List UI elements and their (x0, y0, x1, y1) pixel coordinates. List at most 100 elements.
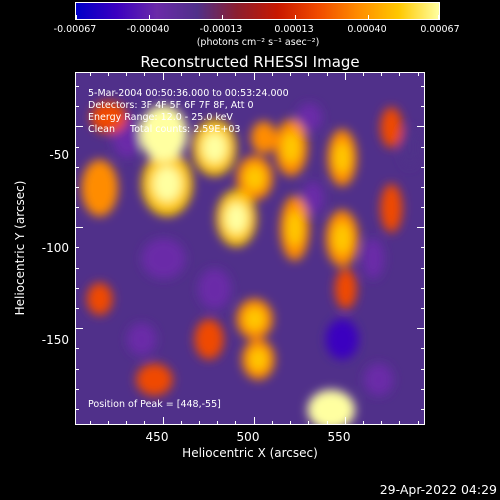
colorbar-tick (438, 15, 439, 19)
x-tick-top (107, 72, 109, 76)
x-tick-top (144, 72, 146, 76)
emission-core (202, 132, 227, 164)
colorbar-labels: -0.00067 -0.00040 -0.00013 0.00013 0.000… (54, 0, 460, 40)
y-tick-right (421, 308, 425, 309)
y-tick (75, 86, 79, 88)
xtick-label-550: 550 (327, 430, 351, 444)
negative-region (198, 268, 231, 310)
colorbar-label-2: -0.00040 (126, 24, 170, 35)
x-tick-top (271, 72, 273, 76)
xtick-label-500: 500 (236, 430, 260, 444)
ytick-label-minus100: -100 (41, 241, 69, 255)
x-tick-top (253, 72, 255, 80)
emission-core (249, 348, 268, 371)
y-tick (75, 368, 79, 370)
emission-source (81, 159, 118, 217)
colorbar-tick (368, 15, 369, 19)
detectors-label: Detectors: 3F 4F 5F 6F 7F 8F, Att 0 (88, 100, 254, 111)
x-tick-top (417, 72, 419, 76)
emission-source (136, 363, 173, 396)
x-tick-top (399, 72, 401, 76)
negative-region (400, 127, 419, 168)
y-tick-right (417, 227, 425, 229)
x-tick-top (126, 72, 128, 76)
y-tick (75, 388, 79, 390)
x-tick-top (217, 72, 219, 76)
y-tick (75, 287, 79, 289)
y-tick (75, 166, 79, 168)
x-tick (180, 421, 182, 425)
y-tick-right (417, 328, 425, 330)
x-tick-top (198, 72, 200, 76)
colorbar-label-5: 0.00040 (347, 24, 387, 35)
heatmap-plot: 5-Mar-2004 00:50:36.000 to 00:53:24.000 … (75, 72, 425, 425)
x-tick (235, 421, 237, 425)
generation-timestamp: 29-Apr-2022 04:29 (379, 482, 497, 497)
energy-range-label: Energy Range: 12.0 - 25.0 keV (88, 112, 233, 123)
colorbar-tick (295, 15, 296, 19)
emission-source (194, 319, 224, 360)
emission-source (380, 183, 403, 233)
x-tick (253, 417, 255, 425)
y-tick-right (421, 166, 425, 168)
x-tick (363, 421, 365, 425)
heatmap-blobs (81, 101, 419, 424)
x-tick-top (290, 72, 292, 76)
x-tick (162, 417, 164, 425)
emission-core (282, 132, 301, 164)
clean-counts-label: Clean Total counts: 2.59E+03 (88, 124, 241, 135)
negative-region (302, 181, 324, 215)
y-tick-right (421, 267, 425, 269)
y-tick-right (421, 287, 425, 289)
colorbar-label-1: -0.00067 (53, 24, 97, 35)
negative-region (362, 238, 385, 279)
x-tick-top (344, 72, 346, 80)
colorbar-label-3: -0.00013 (199, 24, 243, 35)
emission-core (244, 307, 265, 331)
colorbar-label-6: 0.00067 (420, 24, 460, 35)
emission-core (225, 202, 248, 234)
y-tick-right (421, 368, 425, 370)
x-tick (344, 417, 346, 425)
negative-region (364, 363, 394, 396)
plot-title: Reconstructed RHESSI Image (140, 53, 360, 71)
x-tick (107, 421, 109, 425)
emission-core (153, 166, 182, 202)
emission-core (318, 398, 345, 421)
y-axis-label: Heliocentric Y (arcsec) (13, 180, 27, 316)
x-tick (144, 421, 146, 425)
y-tick (75, 348, 79, 350)
emission-core (333, 222, 352, 254)
x-tick (89, 421, 91, 425)
colorbar-label-4: 0.00013 (274, 24, 314, 35)
heatmap-canvas (76, 73, 424, 424)
y-tick-right (421, 207, 425, 209)
colorbar-units: (photons cm⁻² s⁻¹ asec⁻²) (196, 37, 320, 48)
emission-core (334, 142, 351, 174)
negative-region (127, 323, 157, 356)
y-tick (75, 146, 79, 148)
y-tick-right (421, 146, 425, 148)
y-tick (75, 308, 79, 309)
x-tick (326, 421, 328, 425)
x-tick-top (308, 72, 310, 76)
x-tick-top (363, 72, 365, 76)
y-tick-right (421, 186, 425, 188)
y-tick (75, 227, 83, 229)
y-tick (75, 186, 79, 188)
y-tick (75, 267, 79, 269)
x-tick (198, 421, 200, 425)
emission-source (251, 121, 277, 154)
y-tick-right (421, 247, 425, 249)
x-tick (417, 421, 419, 425)
colorbar-tick (76, 15, 77, 19)
y-tick (75, 207, 79, 209)
x-tick-top (381, 72, 383, 76)
y-tick-right (421, 348, 425, 350)
x-tick (290, 421, 292, 425)
ytick-label-minus150: -150 (41, 333, 69, 347)
emission-core (286, 210, 303, 247)
x-tick-top (180, 72, 182, 76)
x-tick (381, 421, 383, 425)
colorbar-tick (149, 15, 150, 19)
